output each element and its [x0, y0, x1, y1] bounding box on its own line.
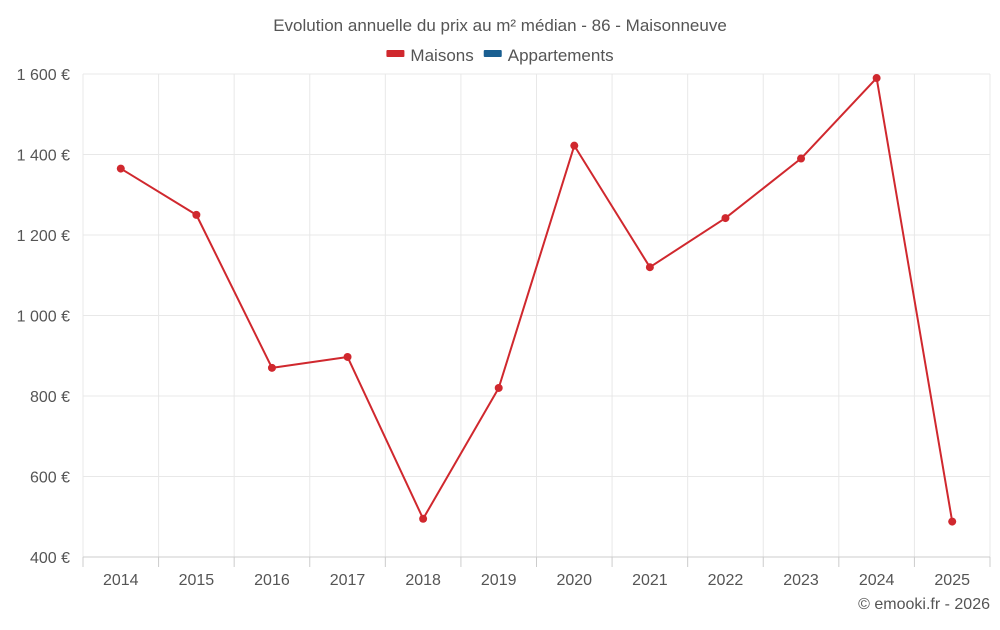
chart-container: Evolution annuelle du prix au m² médian … — [0, 0, 1000, 625]
y-tick-label: 800 € — [30, 389, 70, 406]
data-point[interactable] — [873, 74, 881, 82]
data-point[interactable] — [268, 364, 276, 372]
legend-label: Maisons — [410, 46, 473, 65]
data-point[interactable] — [344, 353, 352, 361]
data-point[interactable] — [419, 515, 427, 523]
line-chart: Evolution annuelle du prix au m² médian … — [0, 0, 1000, 625]
x-tick-label: 2018 — [405, 572, 441, 589]
data-point[interactable] — [192, 211, 200, 219]
x-tick-label: 2019 — [481, 572, 517, 589]
x-tick-label: 2017 — [330, 572, 366, 589]
data-point[interactable] — [495, 384, 503, 392]
x-tick-label: 2015 — [179, 572, 215, 589]
credit-text: © emooki.fr - 2026 — [858, 596, 990, 613]
y-tick-label: 1 000 € — [17, 309, 70, 326]
y-tick-label: 1 600 € — [17, 67, 70, 84]
legend: Maisons Appartements — [386, 46, 613, 65]
x-tick-label: 2022 — [708, 572, 744, 589]
x-tick-label: 2014 — [103, 572, 139, 589]
data-point[interactable] — [721, 214, 729, 222]
data-point[interactable] — [117, 165, 125, 173]
data-point[interactable] — [646, 263, 654, 271]
legend-item-appartements[interactable]: Appartements — [484, 46, 614, 65]
x-tick-label: 2021 — [632, 572, 668, 589]
data-point[interactable] — [570, 142, 578, 150]
chart-title: Evolution annuelle du prix au m² médian … — [273, 16, 727, 35]
x-tick-label: 2020 — [556, 572, 592, 589]
x-tick-label: 2025 — [934, 572, 970, 589]
x-axis: 2014 2015 2016 2017 2018 2019 2020 2021 2022 2023… — [83, 557, 990, 589]
x-tick-label: 2016 — [254, 572, 290, 589]
y-tick-label: 400 € — [30, 550, 70, 567]
y-tick-label: 1 400 € — [17, 148, 70, 165]
legend-swatch — [484, 50, 502, 57]
grid-lines — [83, 74, 990, 557]
legend-label: Appartements — [508, 46, 614, 65]
legend-swatch — [386, 50, 404, 57]
x-tick-label: 2024 — [859, 572, 895, 589]
y-axis: 400 € 600 € 800 € 1 000 € 1 200 € 1 400 € 1 60… — [17, 67, 70, 567]
legend-item-maisons[interactable]: Maisons — [386, 46, 473, 65]
y-tick-label: 600 € — [30, 470, 70, 487]
data-point[interactable] — [797, 155, 805, 163]
x-tick-label: 2023 — [783, 572, 819, 589]
y-tick-label: 1 200 € — [17, 228, 70, 245]
data-point[interactable] — [948, 518, 956, 526]
